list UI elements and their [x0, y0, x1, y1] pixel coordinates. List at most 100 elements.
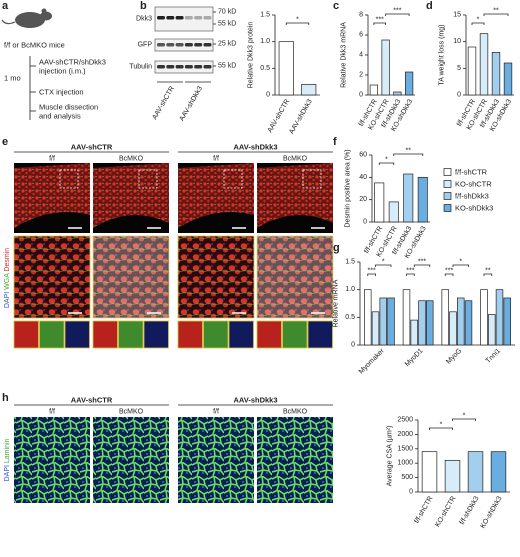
- annotation: *: [463, 413, 466, 420]
- bar: [403, 173, 414, 223]
- y-tick-label: 10: [453, 38, 461, 45]
- bracket: [452, 418, 476, 421]
- y-tick-label: 1.0: [260, 38, 270, 45]
- bar: [467, 451, 484, 493]
- bar: [491, 51, 501, 96]
- bar: [418, 300, 426, 346]
- x-tick-label: KO-shDkk3: [480, 495, 504, 530]
- label: Tubulin: [129, 64, 152, 71]
- label: AAV-shCTR: [71, 143, 113, 152]
- y-tick-label: 0: [409, 489, 413, 496]
- blot-band: [175, 16, 184, 20]
- label: f/f: [213, 409, 219, 416]
- zoom-box: [302, 169, 322, 189]
- blot-band: [184, 65, 193, 69]
- bar: [388, 201, 399, 223]
- bracket: [393, 153, 424, 156]
- inset: [228, 320, 254, 349]
- y-tick-label: 1.5: [260, 12, 270, 19]
- label: BcMKO: [119, 409, 144, 416]
- micrograph: [257, 417, 333, 503]
- x-tick-label: MyoD1: [404, 347, 425, 368]
- bar: [441, 289, 449, 346]
- inset: [307, 320, 333, 349]
- bracket: [429, 427, 453, 430]
- label: Muscle dissection: [39, 103, 98, 112]
- blot-band: [166, 16, 175, 20]
- inset: [92, 320, 118, 349]
- inset: [39, 320, 65, 349]
- label: and analysis: [39, 112, 81, 121]
- label: AAV-shDkk3: [233, 143, 277, 152]
- panel-label: g: [333, 242, 340, 254]
- annotation: **: [406, 148, 412, 155]
- annotation: **: [485, 268, 491, 275]
- label: 25 kD: [218, 41, 236, 48]
- label: CTX injection: [39, 88, 84, 97]
- y-tick-label: 0: [351, 342, 355, 349]
- y-tick-label: 500: [401, 474, 413, 481]
- legend-label: f/f-shDkk3: [455, 192, 489, 201]
- label: GFP: [138, 42, 153, 49]
- y-tick-label: 40: [359, 174, 367, 181]
- bar: [464, 300, 473, 346]
- y-tick-label: 0.5: [345, 314, 355, 321]
- y-tick-label: 4: [359, 52, 363, 59]
- x-tick-label: Myomaker: [358, 347, 387, 376]
- bar: [379, 297, 387, 346]
- bar: [444, 459, 461, 493]
- panel-label: c: [333, 0, 339, 12]
- x-tick-label: f/f-shDkk3: [459, 495, 481, 526]
- bar: [417, 176, 428, 223]
- bracket: [375, 264, 392, 267]
- bracket: [452, 264, 469, 267]
- bar: [387, 297, 395, 346]
- bar: [301, 83, 317, 96]
- micrograph-high: [177, 235, 255, 319]
- y-axis-label: Relative Dkk3 mRNA: [341, 22, 348, 88]
- label: AAV-shDkk3: [179, 85, 205, 122]
- bracket: [413, 264, 431, 267]
- bar: [371, 311, 380, 346]
- y-tick-label: 2000: [397, 431, 413, 438]
- blot-band: [194, 43, 203, 47]
- x-tick-label: KO-shCTR: [434, 495, 457, 528]
- bracket: [406, 273, 415, 276]
- tissue: [14, 163, 90, 228]
- y-axis-label: TA weight loss (mg): [439, 25, 446, 86]
- mouse-icon: [1, 8, 52, 28]
- y-tick-label: 6: [359, 32, 363, 39]
- tissue: [93, 163, 169, 228]
- inset: [143, 320, 169, 349]
- micrograph: [178, 417, 254, 503]
- y-tick-label: 2500: [397, 417, 413, 424]
- y-tick-label: 60: [359, 152, 367, 159]
- blot-band: [184, 43, 193, 47]
- blot-band: [194, 65, 203, 69]
- blot-band: [175, 43, 184, 47]
- label: AAV-shCTR: [151, 85, 176, 121]
- bar: [374, 182, 385, 223]
- annotation: *: [440, 422, 443, 429]
- micrograph: [93, 417, 169, 503]
- annotation: *: [385, 157, 388, 164]
- blot-band: [157, 43, 165, 47]
- bracket: [385, 13, 410, 16]
- blot-band: [194, 16, 203, 20]
- label: f/f: [49, 156, 55, 163]
- blot-frame: [154, 6, 214, 32]
- y-tick-label: 1500: [397, 445, 413, 452]
- annotation: ***: [406, 268, 414, 275]
- annotation: *: [382, 259, 385, 266]
- label: 55 kD: [218, 21, 236, 28]
- bar: [457, 297, 465, 346]
- inset: [64, 320, 90, 349]
- x-tick-label: Tnni1: [485, 347, 502, 364]
- annotation: ***: [376, 17, 384, 24]
- x-tick-label: AAV-shDkk3: [288, 98, 314, 135]
- y-tick-label: 8: [359, 12, 363, 19]
- label: AAV-shDkk3: [233, 396, 277, 405]
- label: AAV-shCTR/shDkk3: [39, 58, 106, 67]
- annotation: ***: [418, 259, 426, 266]
- annotation: **: [493, 8, 499, 15]
